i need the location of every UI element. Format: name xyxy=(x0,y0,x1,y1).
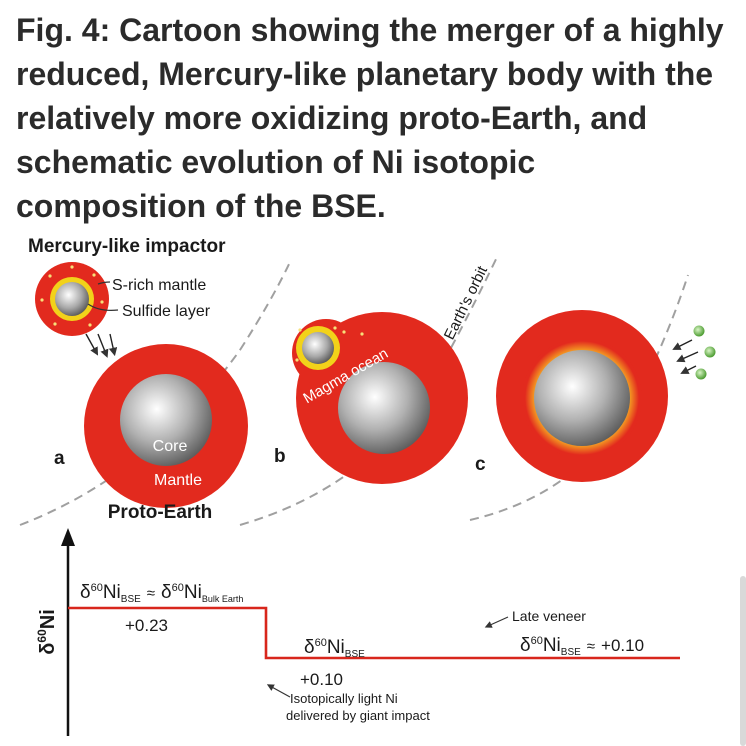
stage3-formula: δ60NiBSE ≈ +0.10 xyxy=(520,635,644,658)
s-rich-mantle-label: S-rich mantle xyxy=(112,277,206,294)
impact-note-arrow xyxy=(266,684,291,698)
veneer-particle xyxy=(704,346,716,358)
figure-caption: Fig. 4: Cartoon showing the merger of a … xyxy=(16,12,724,224)
proto-earth-b xyxy=(292,312,468,484)
panel-label-b: b xyxy=(274,446,286,467)
proto-earth-a xyxy=(84,344,248,508)
y-axis-label: δ60Ni xyxy=(35,609,59,655)
page-scrollbar[interactable] xyxy=(740,576,746,746)
ni-isotope-line xyxy=(68,606,680,660)
impact-note-line1: Isotopically light Ni xyxy=(290,691,398,706)
mercury-impactor xyxy=(35,262,109,336)
y-axis-arrow xyxy=(61,528,75,546)
panel-label-c: c xyxy=(475,454,486,475)
sulfide-layer-label: Sulfide layer xyxy=(122,303,211,320)
panel-label-a: a xyxy=(54,448,65,469)
impact-note-line2: delivered by giant impact xyxy=(286,708,430,723)
ni-isotope-chart: δ60Ni δ60NiBSE ≈ δ60NiBulk Earth +0.23 δ60… xyxy=(35,528,680,736)
sulfide-layer-leader xyxy=(87,303,119,311)
proto-earth-c xyxy=(496,310,668,482)
veneer-particle xyxy=(695,368,707,380)
late-veneer-label: Late veneer xyxy=(512,608,586,624)
impact-arrows-a xyxy=(85,333,118,358)
stage2-value: +0.10 xyxy=(300,670,343,689)
s-rich-mantle-leader xyxy=(97,281,111,285)
late-veneer-arrows xyxy=(672,339,699,374)
impactor-title: Mercury-like impactor xyxy=(28,236,226,257)
proto-earth-label: Proto-Earth xyxy=(108,502,213,523)
earths-orbit-label: Earth's orbit xyxy=(441,263,492,343)
core-label: Core xyxy=(153,438,188,455)
orbit-arc-b xyxy=(239,254,499,526)
stage1-value: +0.23 xyxy=(125,616,168,635)
stage2-formula: δ60NiBSE xyxy=(304,637,365,660)
mantle-label: Mantle xyxy=(154,472,202,489)
late-veneer-arrow xyxy=(484,616,509,628)
veneer-particle xyxy=(693,325,705,337)
stage1-formula: δ60NiBSE ≈ δ60NiBulk Earth xyxy=(80,582,243,605)
